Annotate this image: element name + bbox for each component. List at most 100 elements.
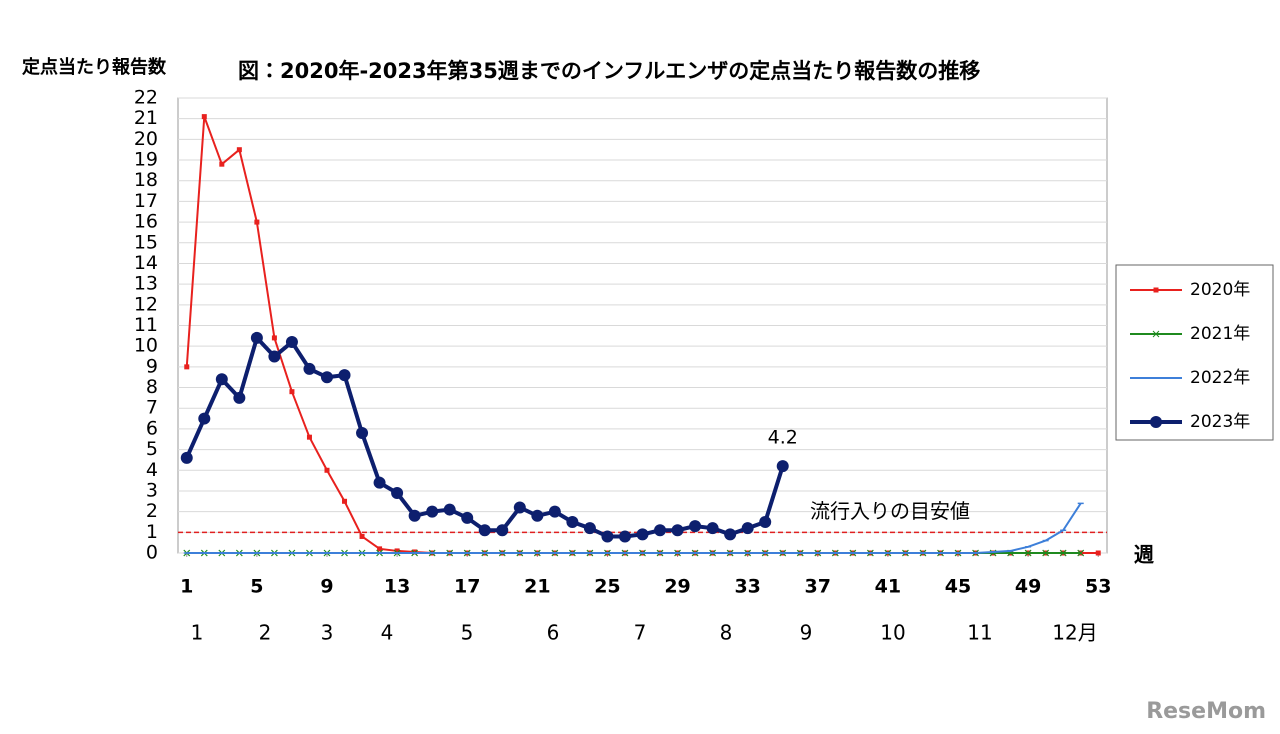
y-tick-label: 7: [146, 397, 158, 419]
series-line: [186, 502, 1082, 554]
legend-box: [1115, 264, 1274, 441]
point: [184, 364, 190, 370]
point: [1042, 549, 1050, 557]
point: [478, 524, 491, 537]
point: [201, 114, 207, 120]
x-tick-label: 25: [594, 576, 620, 598]
point: [394, 548, 400, 554]
y-tick-label: 13: [134, 273, 158, 295]
y-tick-label: 22: [134, 87, 158, 109]
x-tick-label: 41: [875, 576, 901, 598]
month-label: 10: [880, 621, 905, 645]
x-axis-label: 週: [1134, 543, 1154, 567]
point: [636, 528, 649, 541]
point: [391, 487, 404, 500]
x-tick-label: 45: [945, 576, 971, 598]
point: [180, 451, 193, 464]
month-label: 5: [461, 621, 474, 645]
point: [303, 362, 316, 375]
point: [268, 350, 281, 363]
point: [548, 505, 561, 518]
point: [1077, 549, 1085, 557]
y-tick-label: 21: [134, 107, 158, 129]
point: [618, 530, 631, 543]
y-tick-label: 10: [134, 335, 158, 357]
x-tick-label: 1: [180, 576, 193, 598]
point: [531, 509, 544, 522]
y-tick-label: 12: [134, 293, 158, 315]
point: [233, 391, 246, 404]
legend-label: 2020年: [1190, 280, 1250, 300]
x-tick-label: 17: [454, 576, 480, 598]
point: [689, 520, 702, 533]
y-tick-label: 1: [146, 521, 158, 543]
point: [320, 371, 333, 384]
point: [706, 522, 719, 535]
x-tick-label: 33: [734, 576, 760, 598]
point: [443, 503, 456, 516]
x-tick-label: 9: [320, 576, 333, 598]
y-axis-label: 定点当たり報告数: [22, 56, 167, 78]
point: [342, 498, 348, 504]
y-tick-label: 9: [146, 355, 158, 377]
point: [271, 335, 277, 341]
y-tick-label: 18: [134, 169, 158, 191]
y-tick-label: 2: [146, 500, 158, 522]
month-label: 7: [634, 621, 647, 645]
legend-marker: [1152, 330, 1160, 338]
x-tick-label: 53: [1085, 576, 1111, 598]
point: [377, 546, 383, 552]
point: [359, 533, 365, 539]
point: [601, 530, 614, 543]
threshold-label: 流行入りの目安値: [810, 499, 970, 523]
point: [671, 524, 684, 537]
month-label: 8: [720, 621, 733, 645]
legend-label: 2023年: [1190, 412, 1250, 432]
month-label: 4: [381, 621, 394, 645]
point: [654, 524, 667, 537]
legend-marker: [1150, 416, 1162, 428]
legend-label: 2021年: [1190, 324, 1250, 344]
y-tick-label: 6: [146, 417, 158, 439]
point: [408, 509, 421, 522]
legend-marker: [1153, 287, 1159, 293]
x-tick-label: 49: [1015, 576, 1041, 598]
x-tick-label: 5: [250, 576, 263, 598]
y-tick-label: 4: [146, 459, 158, 481]
point: [356, 427, 369, 440]
month-label: 2: [259, 621, 272, 645]
point: [461, 511, 474, 524]
y-tick-label: 3: [146, 479, 158, 501]
x-tick-label: 21: [524, 576, 550, 598]
y-tick-label: 17: [134, 190, 158, 212]
point: [198, 412, 211, 425]
chart-title: 図：2020年-2023年第35週までのインフルエンザの定点当たり報告数の推移: [238, 59, 980, 83]
point: [1059, 549, 1067, 557]
y-tick-label: 5: [146, 438, 158, 460]
point: [496, 524, 509, 537]
point: [583, 522, 596, 535]
point: [373, 476, 386, 489]
point: [324, 467, 330, 473]
point: [776, 460, 789, 473]
y-tick-label: 8: [146, 376, 158, 398]
month-label: 1: [191, 621, 204, 645]
point: [236, 147, 242, 153]
point: [1095, 550, 1101, 556]
month-label: 11: [967, 621, 992, 645]
y-tick-label: 19: [134, 149, 158, 171]
point: [426, 505, 439, 518]
x-tick-label: 13: [384, 576, 410, 598]
point: [741, 522, 754, 535]
x-tick-label: 37: [805, 576, 831, 598]
y-tick-label: 0: [146, 542, 158, 564]
y-tick-label: 20: [134, 128, 158, 150]
legend-label: 2022年: [1190, 368, 1250, 388]
month-label: 9: [800, 621, 813, 645]
y-tick-label: 16: [134, 211, 158, 233]
point: [412, 549, 418, 555]
point: [338, 369, 351, 382]
point: [306, 434, 312, 440]
y-tick-label: 14: [134, 252, 158, 274]
